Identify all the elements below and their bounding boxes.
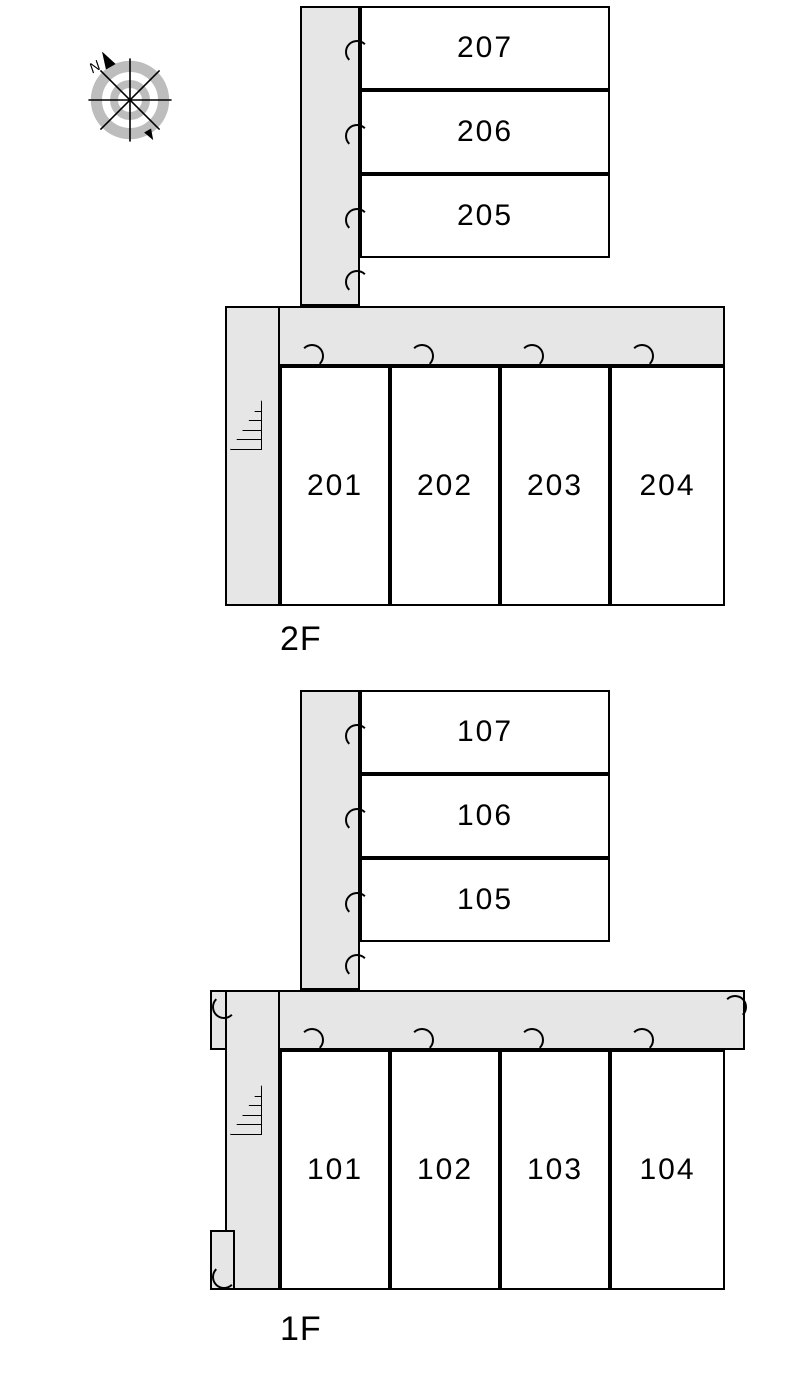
room-105: 105 (360, 858, 610, 942)
door-icon (520, 1028, 544, 1052)
room-label: 105 (457, 883, 513, 917)
room-202: 202 (390, 366, 500, 606)
room-label: 101 (307, 1153, 363, 1187)
door-icon (345, 892, 369, 916)
room-201: 201 (280, 366, 390, 606)
room-label: 207 (457, 31, 513, 65)
room-label: 202 (417, 469, 473, 503)
door-icon (345, 954, 369, 978)
room-104: 104 (610, 1050, 725, 1290)
room-204: 204 (610, 366, 725, 606)
room-label: 102 (417, 1153, 473, 1187)
door-icon (212, 995, 236, 1019)
room-205: 205 (360, 174, 610, 258)
door-icon (345, 40, 369, 64)
room-203: 203 (500, 366, 610, 606)
room-101: 101 (280, 1050, 390, 1290)
room-label: 205 (457, 199, 513, 233)
room-103: 103 (500, 1050, 610, 1290)
door-icon (723, 995, 747, 1019)
room-label: 206 (457, 115, 513, 149)
room-label: 203 (527, 469, 583, 503)
door-icon (410, 1028, 434, 1052)
door-icon (345, 208, 369, 232)
room-207: 207 (360, 6, 610, 90)
door-icon (345, 270, 369, 294)
door-icon (630, 344, 654, 368)
room-106: 106 (360, 774, 610, 858)
door-icon (520, 344, 544, 368)
corridor (225, 306, 280, 606)
floor-plan-stage: N 207 206 205 201 202 203 204 2F 107 106 105 101 102… (0, 0, 800, 1373)
corridor (210, 990, 745, 1050)
floor-label-2F: 2F (280, 620, 322, 659)
room-label: 106 (457, 799, 513, 833)
room-206: 206 (360, 90, 610, 174)
compass-icon: N (82, 52, 178, 148)
room-102: 102 (390, 1050, 500, 1290)
door-icon (300, 344, 324, 368)
floor-label-1F: 1F (280, 1310, 322, 1349)
room-107: 107 (360, 690, 610, 774)
door-icon (300, 1028, 324, 1052)
door-icon (345, 808, 369, 832)
room-label: 201 (307, 469, 363, 503)
room-label: 104 (639, 1153, 695, 1187)
door-icon (410, 344, 434, 368)
room-label: 107 (457, 715, 513, 749)
door-icon (345, 724, 369, 748)
room-label: 204 (639, 469, 695, 503)
door-icon (630, 1028, 654, 1052)
door-icon (212, 1265, 236, 1289)
room-label: 103 (527, 1153, 583, 1187)
door-icon (345, 124, 369, 148)
